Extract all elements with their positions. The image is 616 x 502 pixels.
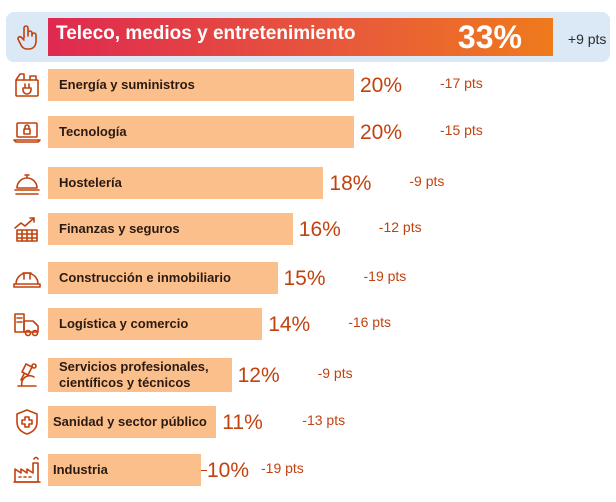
value-label: 20% <box>360 74 403 97</box>
bar <box>48 454 201 486</box>
bar <box>48 358 232 392</box>
change-label: -9 pts <box>317 365 353 381</box>
change-label: -16 pts <box>348 314 391 330</box>
bar-label-line: Logística y comercio <box>59 316 189 331</box>
bar-label-line: Industria <box>53 462 108 477</box>
bar-label: Finanzas y seguros <box>59 221 180 237</box>
value-label: 18% <box>329 172 372 195</box>
value-label: 12% <box>237 364 280 387</box>
change-label: +9 pts <box>567 31 607 47</box>
value-label: 16% <box>298 218 341 241</box>
logistics-truck-icon <box>12 309 42 339</box>
bar-label-line: Servicios profesionales, <box>59 359 209 374</box>
value-label: 15% <box>283 267 326 290</box>
bar-row: Servicios profesionales, científicos y té… <box>0 358 616 392</box>
bar-label: Tecnología <box>59 124 127 140</box>
bar <box>48 262 278 294</box>
bar <box>48 406 217 438</box>
bar-label: Servicios profesionales, científicos y té… <box>59 359 209 391</box>
bar-label-line: Finanzas y seguros <box>59 221 180 236</box>
bar-label-line: científicos y técnicos <box>59 375 191 390</box>
value-label: 10% <box>207 459 250 482</box>
bar-row: Hostelería 18% -9 pts <box>0 167 616 199</box>
change-label: -15 pts <box>440 122 483 138</box>
bar-row: Tecnología 20% -15 pts <box>0 116 616 148</box>
value-label: 20% <box>360 121 403 144</box>
value-label: 33% <box>457 19 522 55</box>
medical-cross-shield-icon <box>12 407 42 437</box>
bar-label: Construcción e inmobiliario <box>59 270 231 286</box>
bar-label-line: Tecnología <box>59 124 127 139</box>
change-label: -19 pts <box>261 460 304 476</box>
service-cloche-icon <box>12 168 42 198</box>
laptop-lock-icon <box>12 117 42 147</box>
bar-label-line: Construcción e inmobiliario <box>59 270 231 285</box>
bar <box>48 69 354 101</box>
bar-label-line: Hostelería <box>59 175 122 190</box>
bar-label-line: Sanidad y sector público <box>53 414 207 429</box>
bar-label: Sanidad y sector público <box>53 414 207 430</box>
microscope-icon <box>12 360 42 390</box>
bar-row: Energía y suministros 20% -17 pts <box>0 69 616 101</box>
bar <box>48 308 263 340</box>
change-label: -9 pts <box>409 173 445 189</box>
bar-label-line: Teleco, medios y entretenimiento <box>56 23 356 44</box>
bar-row: Industria 10% -19 pts <box>0 454 616 486</box>
change-label: -13 pts <box>302 412 346 428</box>
bar-row: Finanzas y seguros 16% -12 pts <box>0 213 616 245</box>
hard-hat-icon <box>12 263 42 293</box>
bar-label: Hostelería <box>59 175 122 191</box>
bar <box>48 116 354 148</box>
bar-label: Energía y suministros <box>59 77 195 93</box>
highlight-row: Teleco, medios y entretenimiento 33% +9 pt… <box>0 12 616 62</box>
bar-row: Sanidad y sector público 11% -13 pts <box>0 406 616 438</box>
hand-pointer-icon <box>12 22 42 52</box>
bar-label-line: Energía y suministros <box>59 77 195 92</box>
bar <box>48 213 293 245</box>
bar-label: Industria <box>53 462 108 478</box>
bar-label: Teleco, medios y entretenimiento <box>56 23 356 44</box>
change-label: -17 pts <box>440 75 483 91</box>
value-label: 11% <box>222 411 263 434</box>
finance-chart-icon <box>12 214 42 244</box>
value-label: 14% <box>268 313 311 336</box>
bar-row: Logística y comercio 14% -16 pts <box>0 308 616 340</box>
factory-icon <box>12 455 42 485</box>
bar-label: Logística y comercio <box>59 316 188 332</box>
bar <box>48 18 553 56</box>
bar-tick <box>201 470 207 471</box>
change-label: -12 pts <box>378 219 422 235</box>
change-label: -19 pts <box>363 268 407 284</box>
bar <box>48 167 324 199</box>
energy-plug-icon <box>12 70 42 100</box>
bar-row: Construcción e inmobiliario 15% -19 pts <box>0 262 616 294</box>
